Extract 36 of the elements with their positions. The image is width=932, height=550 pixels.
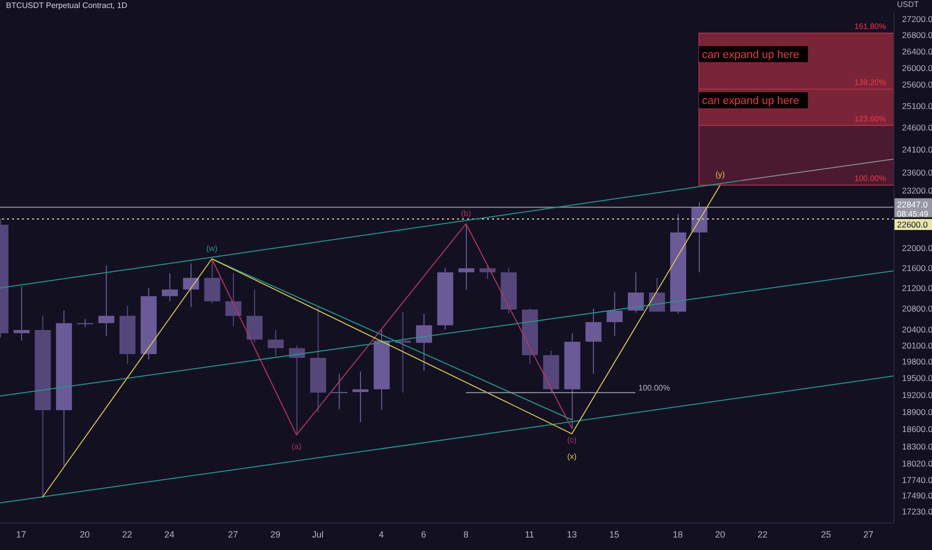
annotation: (y) (715, 170, 726, 180)
annotation: (a) (292, 442, 302, 451)
annotation: can expand up here (702, 95, 800, 108)
x-tick-label: 6 (421, 529, 426, 540)
x-tick-label: Jul (312, 529, 324, 540)
annotation: (x) (567, 452, 577, 461)
x-tick-label: 15 (609, 529, 620, 540)
x-tick-label: 4 (378, 529, 384, 540)
x-tick-label: 24 (164, 529, 174, 540)
annotation: can expand up here (702, 49, 800, 62)
annotation: (b) (461, 208, 472, 218)
y-axis-title: USDT (897, 0, 919, 9)
ref-line-label: 22600.0 (897, 219, 928, 230)
annotation: (c) (567, 436, 577, 445)
x-tick-label: 13 (566, 529, 577, 540)
x-tick-label: 29 (270, 529, 280, 540)
x-tick-label: 20 (715, 529, 726, 540)
x-tick-label: 25 (821, 529, 832, 540)
annotation: (w) (206, 244, 218, 253)
chart-title: BTCUSDT Perpetual Contract, 1D (6, 1, 128, 10)
x-tick-label: 22 (757, 529, 768, 540)
band-label: 100.00% (854, 174, 886, 184)
x-tick-label: 27 (228, 529, 238, 540)
x-tick-label: 20 (80, 529, 90, 540)
x-tick-label: 11 (524, 529, 534, 540)
ref-line-label: 22847.0 (897, 199, 928, 210)
text: 08:45:49 (897, 209, 929, 218)
band-label: 123.60% (854, 114, 886, 124)
band-label: 138.20% (854, 78, 886, 88)
x-tick-label: 18 (672, 529, 683, 540)
annotation: 161.80% (854, 22, 886, 32)
x-tick-label: 22 (122, 529, 132, 540)
annotation: 100.00% (638, 384, 670, 393)
x-tick-label: 27 (863, 529, 874, 540)
x-tick-label: 8 (463, 529, 468, 540)
x-tick-label: 17 (16, 529, 26, 540)
